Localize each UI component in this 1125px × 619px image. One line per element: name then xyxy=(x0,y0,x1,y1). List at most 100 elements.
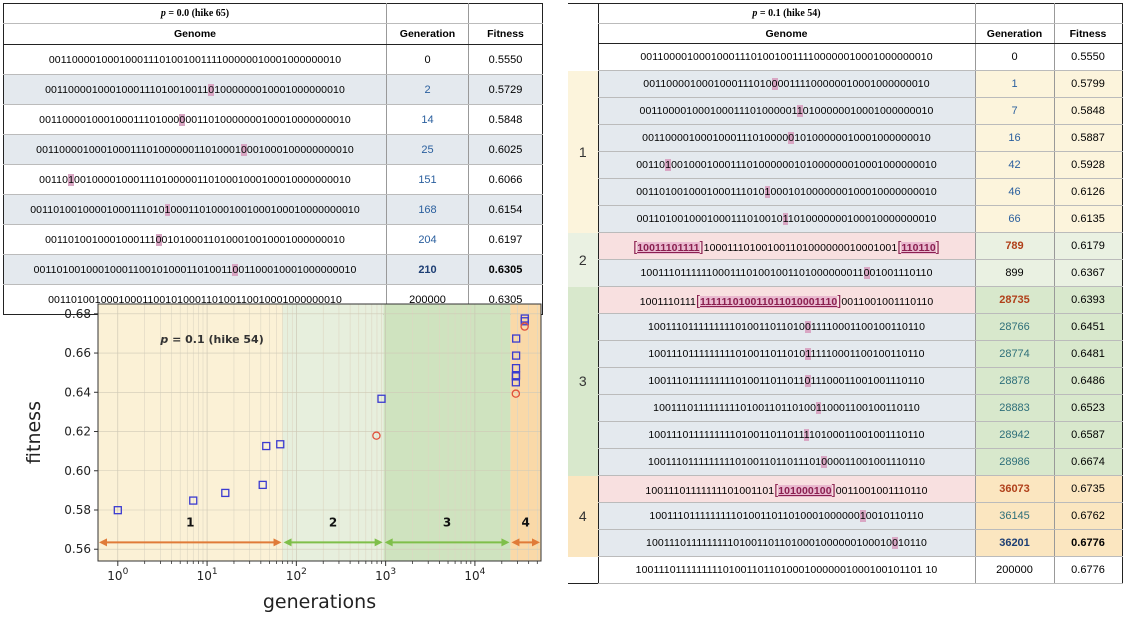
genome-cell: 0011000010001000111010010011110000001000… xyxy=(3,44,387,75)
genome-cell: 1001110111111111010011011011101000011001… xyxy=(597,448,975,476)
genome-segment: 001000100000000010 xyxy=(246,143,354,156)
genome-segment: 0100000010001000000010 xyxy=(802,105,934,117)
genome-cell: 0011010010000100011101010001101000100100… xyxy=(3,194,387,225)
mutated-bit: 1 xyxy=(859,510,866,522)
caption-blank xyxy=(1053,3,1122,24)
table-row: 0011010010000100011101010001101000100100… xyxy=(3,194,543,225)
region-label: 2 xyxy=(329,516,337,530)
generation-cell: 210 xyxy=(386,254,469,285)
genome-segment: 100011101001001101000000010001001 xyxy=(703,242,898,254)
hike-segment: 101000100 xyxy=(778,485,832,497)
genome-segment: 01100010001000000010 xyxy=(238,263,357,276)
table-row: 2 [10011101111]10001110100100110100000001… xyxy=(568,232,1122,287)
region-label: 3 xyxy=(443,516,451,530)
phase-label: 3 xyxy=(568,286,598,476)
table-row: 0011010010000100011101000001101000100010… xyxy=(3,164,543,195)
caption-blank xyxy=(468,3,543,24)
x-tick-label: 101 xyxy=(197,567,218,583)
generation-cell: 36073 xyxy=(974,475,1054,503)
generation-cell: 7 xyxy=(974,97,1054,125)
fitness-cell: 0.6393 xyxy=(1053,286,1122,314)
header-row: Genome Generation Fitness xyxy=(3,23,543,45)
genome-cell: 1001110111111111010011011010001000000100… xyxy=(597,556,975,584)
genome-cell: 1001110111[111111010011011010001110]0011… xyxy=(597,286,975,314)
fitness-chart: 0.56 0.58 0.60 0.62 0.64 0.66 0.68 100 101 102 103… xyxy=(3,296,546,614)
generation-cell: 46 xyxy=(974,178,1054,206)
table-row: 1001110111111111010011011010001000000100… xyxy=(568,556,1122,584)
genome-cell: 0011010010001000111010000001010000000100… xyxy=(597,151,975,179)
caption-row: p = 0.0 (hike 65) xyxy=(3,3,543,24)
hike-segment: 111111010011011010001110 xyxy=(700,296,838,308)
data-point-square xyxy=(520,314,529,323)
region-arrow-head xyxy=(511,538,520,547)
genome-segment: 11100011001001110110 xyxy=(810,375,925,387)
caption-row: p = 0.1 (hike 54) xyxy=(568,3,1122,24)
x-tick-label: 104 xyxy=(464,567,485,583)
fitness-cell: 0.6367 xyxy=(1053,259,1122,287)
table-row: 4 10011101111111101001101[101000100]00110… xyxy=(568,475,1122,557)
data-point-square xyxy=(262,441,271,451)
header-row: Genome Generation Fitness xyxy=(568,23,1122,44)
genome-cell: [10011101111]100011101001001101000000010… xyxy=(597,232,975,260)
mutated-bit: 0 xyxy=(804,321,811,333)
table-row: 1001110111111111010011011011101000011001… xyxy=(568,448,1122,476)
table-row: 0011000010001000111010010011110000001000… xyxy=(3,44,543,75)
data-point-square xyxy=(276,440,285,449)
fitness-cell: 0.6197 xyxy=(468,224,543,255)
y-tick-label: 0.56 xyxy=(64,542,91,556)
table-row: 3 1001110111[111111010011011010001110]001… xyxy=(568,286,1122,476)
hike-bracket: ] xyxy=(837,292,842,308)
genome-segment: 00110100100001000111010 xyxy=(30,203,165,216)
genome-cell: 0011000010001000111010000001101000100010… xyxy=(3,134,387,165)
genome-segment: 0011010010001000110010100011010011 xyxy=(33,263,233,276)
column-header: Fitness xyxy=(1053,23,1122,44)
genome-cell: 1001110111111111010011011010111110001100… xyxy=(597,340,975,368)
genome-segment: 0011010000000100010000000010 xyxy=(185,113,351,126)
genome-cell: 0011000010001000111010000010100000010001… xyxy=(597,124,975,152)
generation-cell: 28735 xyxy=(974,286,1054,314)
table-row: 1001110111111111010011011010111110001100… xyxy=(568,340,1122,368)
column-header: Generation xyxy=(386,23,469,45)
caption-text: = 0.1 (hike 54) xyxy=(757,8,821,19)
fitness-cell: 0.6762 xyxy=(1053,502,1122,530)
y-axis-label: fitness xyxy=(23,401,45,464)
genome-segment: 1001110111111111010011011010001000000 xyxy=(649,510,860,522)
right-table: p = 0.1 (hike 54) Genome Generation Fitness… xyxy=(568,3,1123,584)
genome-segment: 0011010010001000110010100011010011001000… xyxy=(48,293,342,306)
hike-segment: 10011101111 xyxy=(637,242,700,254)
table-row: 0011000010001000111010010011110000001000… xyxy=(568,43,1122,71)
table-row: 1 001100001000100011101000011110000001000… xyxy=(568,70,1122,233)
table-row: 0011000010001000111010000001101000100010… xyxy=(3,134,543,165)
genome-cell: 0011000010001000111010000011010000001000… xyxy=(597,97,975,125)
fitness-cell: 0.6674 xyxy=(1053,448,1122,476)
genome-cell: 0011010010001000111010100010100000001000… xyxy=(597,178,975,206)
fitness-cell: 0.6776 xyxy=(1053,556,1122,584)
column-header: Genome xyxy=(597,23,975,44)
table-row: 1001110111111000111010010011010000000110… xyxy=(568,259,1122,287)
genome-cell: 0011000010001000111010010011110000001000… xyxy=(597,43,975,71)
x-tick-label: 102 xyxy=(286,567,307,583)
fitness-cell: 0.6025 xyxy=(468,134,543,165)
fitness-cell: 0.6523 xyxy=(1053,394,1122,422)
region-arrow-head xyxy=(384,538,393,547)
mutated-bit: 0 xyxy=(232,263,239,276)
generation-cell: 200000 xyxy=(974,556,1054,584)
table-caption: p = 0.0 (hike 65) xyxy=(3,3,387,24)
mutated-bit: 1 xyxy=(816,402,822,414)
genome-segment: 0010110110 xyxy=(865,510,924,522)
genome-segment: 0011001001110110 xyxy=(841,296,934,308)
mutated-bit: 0 xyxy=(863,267,870,279)
hike-bracket: ] xyxy=(699,238,704,254)
fitness-cell: 0.5799 xyxy=(1053,70,1122,98)
data-point-circle xyxy=(372,431,381,440)
genome-cell: 1001110111111111010011011010001000000100… xyxy=(597,502,975,530)
genome-segment: 1001110111111111010011011011 xyxy=(648,429,804,441)
table-row: 1001110111111111010011011011110100011001… xyxy=(568,421,1122,449)
mutated-bit: 1 xyxy=(764,186,771,198)
table-row: 0011010010001000111010100010100000001000… xyxy=(568,178,1122,206)
genome-segment: 100111011111100011101001001101000000011 xyxy=(640,267,864,279)
genome-segment: 00110000100010001110100000011010001 xyxy=(36,143,241,156)
fitness-cell: 0.6735 xyxy=(1053,475,1122,503)
genome-segment: 10110 xyxy=(898,537,927,549)
genome-cell: 0011010010001000111010010110100000001000… xyxy=(597,205,975,233)
